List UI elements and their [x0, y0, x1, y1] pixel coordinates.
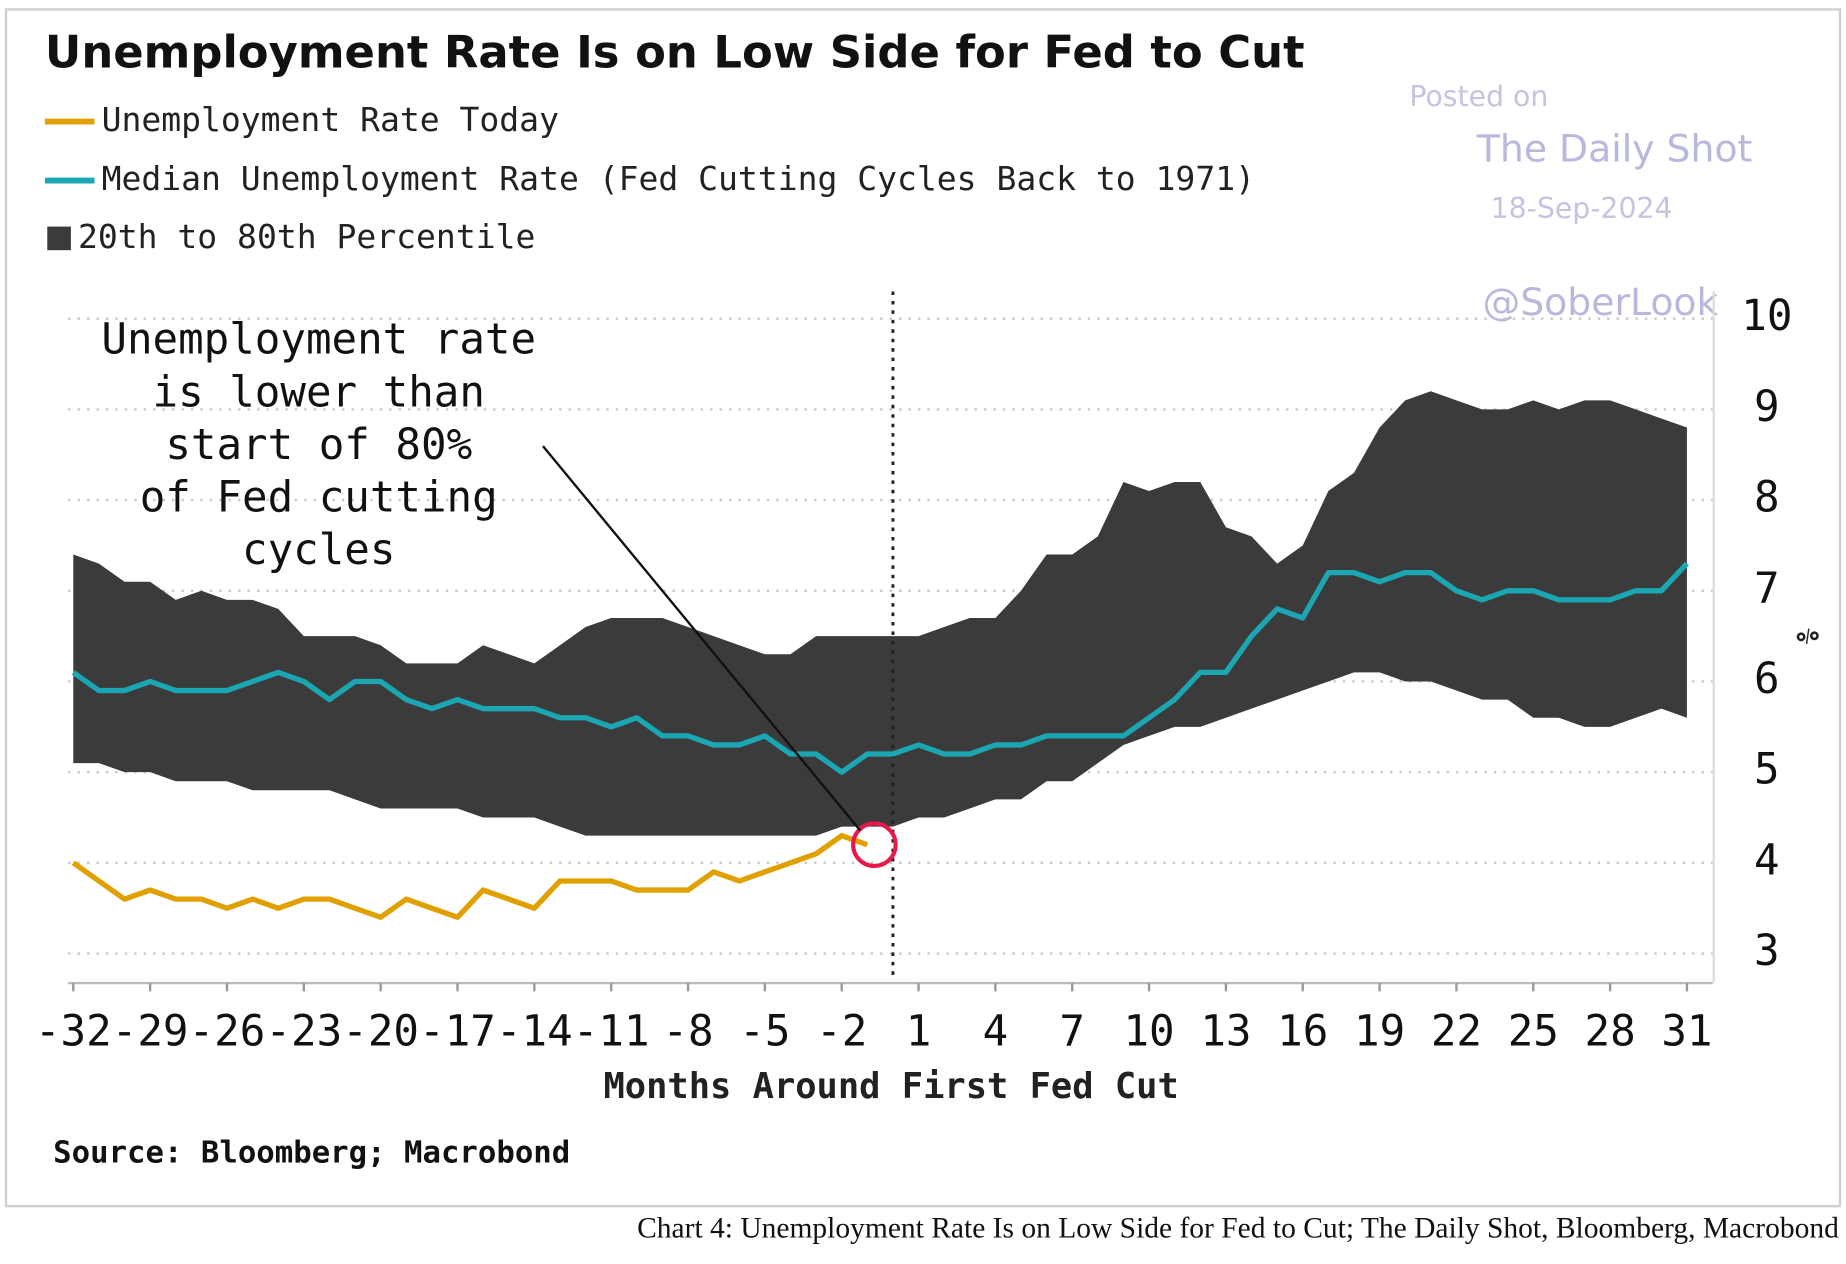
legend-label: Unemployment Rate Today — [102, 100, 559, 139]
x-tick-label: -14 — [496, 1007, 573, 1056]
x-tick-label: -26 — [189, 1007, 266, 1056]
annotation-arrow — [542, 445, 862, 832]
x-tick-label: -11 — [573, 1007, 650, 1056]
x-tick-label: -23 — [265, 1007, 342, 1056]
x-tick-label: -8 — [662, 1007, 713, 1056]
watermark: 18-Sep-2024 — [1491, 192, 1673, 225]
annotation-text: cycles — [242, 526, 395, 575]
legend-label: Median Unemployment Rate (Fed Cutting Cy… — [102, 159, 1255, 198]
x-tick-label: -20 — [342, 1007, 419, 1056]
x-tick-label: -29 — [112, 1007, 189, 1056]
legend-label: 20th to 80th Percentile — [78, 217, 535, 256]
chart-title: Unemployment Rate Is on Low Side for Fed… — [45, 25, 1305, 78]
y-tick-label: 9 — [1754, 383, 1780, 432]
x-tick-label: -32 — [35, 1007, 112, 1056]
x-tick-label: 25 — [1508, 1007, 1559, 1056]
annotation-text: of Fed cutting — [140, 473, 498, 522]
x-tick-label: 10 — [1123, 1007, 1174, 1056]
y-tick-label: 3 — [1754, 927, 1780, 976]
annotation-text: is lower than — [153, 368, 485, 417]
legend-swatch — [47, 226, 71, 251]
y-tick-label: 5 — [1754, 746, 1780, 795]
y-tick-label: 4 — [1754, 836, 1780, 885]
watermark: The Daily Shot — [1476, 127, 1753, 171]
x-tick-label: -2 — [816, 1007, 867, 1056]
x-tick-label: 19 — [1354, 1007, 1405, 1056]
source: Source: Bloomberg; Macrobond — [53, 1136, 570, 1171]
x-tick-label: 31 — [1661, 1007, 1712, 1056]
series-line — [71, 561, 1689, 775]
x-tick-label: -5 — [739, 1007, 790, 1056]
percentile-band — [73, 391, 1687, 836]
highlight-circle — [851, 821, 898, 869]
annotation-text: start of 80% — [165, 421, 472, 470]
x-tick-label: 13 — [1200, 1007, 1251, 1056]
x-tick-label: 1 — [906, 1007, 932, 1056]
caption: Chart 4: Unemployment Rate Is on Low Sid… — [637, 1213, 1839, 1245]
x-tick-label: -17 — [419, 1007, 496, 1056]
x-tick-label: 7 — [1059, 1007, 1085, 1056]
watermark: Posted on — [1409, 80, 1548, 113]
watermark: @SoberLook — [1482, 280, 1718, 324]
y-tick-label: 6 — [1754, 655, 1780, 704]
y-tick-label: 10 — [1741, 292, 1792, 341]
x-tick-label: 28 — [1585, 1007, 1636, 1056]
x-tick-label: 4 — [983, 1007, 1009, 1056]
annotation-text: Unemployment rate — [101, 316, 536, 365]
x-tick-label: 22 — [1431, 1007, 1482, 1056]
y-tick-label: 8 — [1754, 474, 1780, 523]
x-axis-label: Months Around First Fed Cut — [603, 1066, 1178, 1107]
x-tick-label: 16 — [1277, 1007, 1328, 1056]
series-line — [71, 832, 869, 920]
y-tick-label: 7 — [1754, 564, 1780, 613]
